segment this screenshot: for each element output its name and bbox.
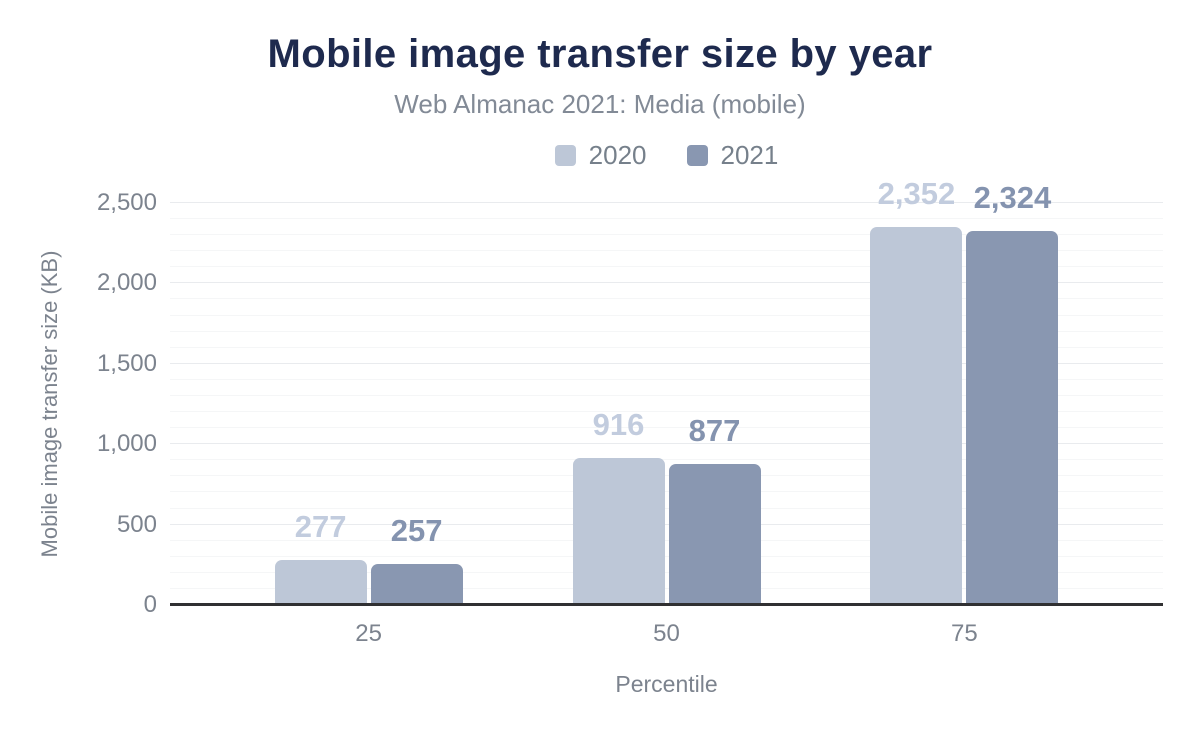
legend-swatch-2020: [554, 145, 576, 166]
y-tick-label: 2,000: [96, 269, 157, 297]
bar-column-2020-p25: 277: [274, 509, 367, 605]
legend-label-2021: 2021: [720, 140, 779, 170]
bar-column-2021-p25: 257: [370, 513, 463, 605]
gridline-minor: [170, 346, 1163, 348]
gridline-minor: [170, 314, 1163, 316]
gridline-minor: [170, 587, 1163, 589]
bar-2021-p75[interactable]: [966, 231, 1059, 605]
bar-group-p75: 2,352 2,324: [870, 176, 1059, 605]
bar-2021-p25[interactable]: [370, 564, 463, 605]
bar-column-2020-p75: 2,352: [870, 176, 963, 605]
y-tick-label: 2,500: [96, 189, 157, 216]
bar-column-2021-p50: 877: [668, 413, 761, 605]
chart-title: Mobile image transfer size by year: [267, 32, 933, 76]
x-axis-title: Percentile: [615, 671, 718, 697]
gridline-minor: [170, 507, 1163, 509]
plot-area: Percentile 0 500 1,000 1,500 2,000 2,500 277 25…: [97, 176, 1163, 697]
legend-label-2020: 2020: [588, 140, 647, 170]
bar-value-label-2021-p25: 257: [390, 513, 443, 548]
gridline-minor: [170, 250, 1163, 252]
gridline-major: [170, 282, 1163, 284]
bar-group-p50: 916 877: [572, 407, 761, 605]
bar-group-p25: 277 257: [274, 509, 463, 605]
gridline-minor: [170, 330, 1163, 332]
gridline-major: [170, 202, 1163, 203]
y-tick-label: 500: [116, 510, 157, 538]
y-tick-label: 0: [143, 591, 157, 618]
gridline-minor: [170, 411, 1163, 413]
bar-value-label-2021-p75: 2,324: [973, 180, 1052, 215]
bar-2020-p75[interactable]: [870, 227, 963, 605]
gridline-minor: [170, 539, 1163, 541]
bar-value-label-2021-p50: 877: [688, 413, 741, 448]
gridline-minor: [170, 427, 1163, 429]
bar-2021-p50[interactable]: [668, 464, 761, 605]
gridline-major: [170, 362, 1163, 364]
bar-2020-p50[interactable]: [572, 458, 665, 605]
gridline-major: [170, 523, 1163, 525]
legend-item-2020[interactable]: 2020: [554, 140, 647, 171]
gridline-minor: [170, 571, 1163, 573]
gridline-minor: [170, 394, 1163, 396]
gridline-minor: [170, 218, 1163, 220]
bar-column-2020-p50: 916: [572, 407, 665, 605]
legend: 2020 2021: [170, 140, 1163, 171]
x-axis-baseline: [170, 603, 1163, 606]
gridline-minor: [170, 475, 1163, 477]
gridline-major: [170, 443, 1163, 445]
x-tick-label-p25: 25: [355, 620, 382, 647]
y-axis-title: Mobile image transfer size (KB): [37, 250, 62, 558]
gridline-minor: [170, 491, 1163, 493]
chart-subtitle: Web Almanac 2021: Media (mobile): [394, 89, 806, 119]
legend-item-2021[interactable]: 2021: [686, 140, 779, 171]
bar-value-label-2020-p25: 277: [294, 509, 347, 544]
gridline-minor: [170, 266, 1163, 268]
bar-column-2021-p75: 2,324: [966, 180, 1059, 605]
gridline-minor: [170, 555, 1163, 557]
x-tick-label-p50: 50: [653, 620, 680, 647]
bar-value-label-2020-p50: 916: [592, 407, 645, 442]
bar-2020-p25[interactable]: [274, 560, 367, 605]
bar-value-label-2020-p75: 2,352: [877, 176, 956, 211]
legend-swatch-2021: [686, 145, 708, 166]
gridline-minor: [170, 378, 1163, 380]
y-tick-label: 1,000: [96, 430, 157, 458]
gridline-minor: [170, 234, 1163, 236]
gridline-minor: [170, 459, 1163, 461]
y-tick-label: 1,500: [96, 349, 157, 377]
x-tick-label-p75: 75: [951, 620, 978, 647]
gridline-minor: [170, 298, 1163, 300]
